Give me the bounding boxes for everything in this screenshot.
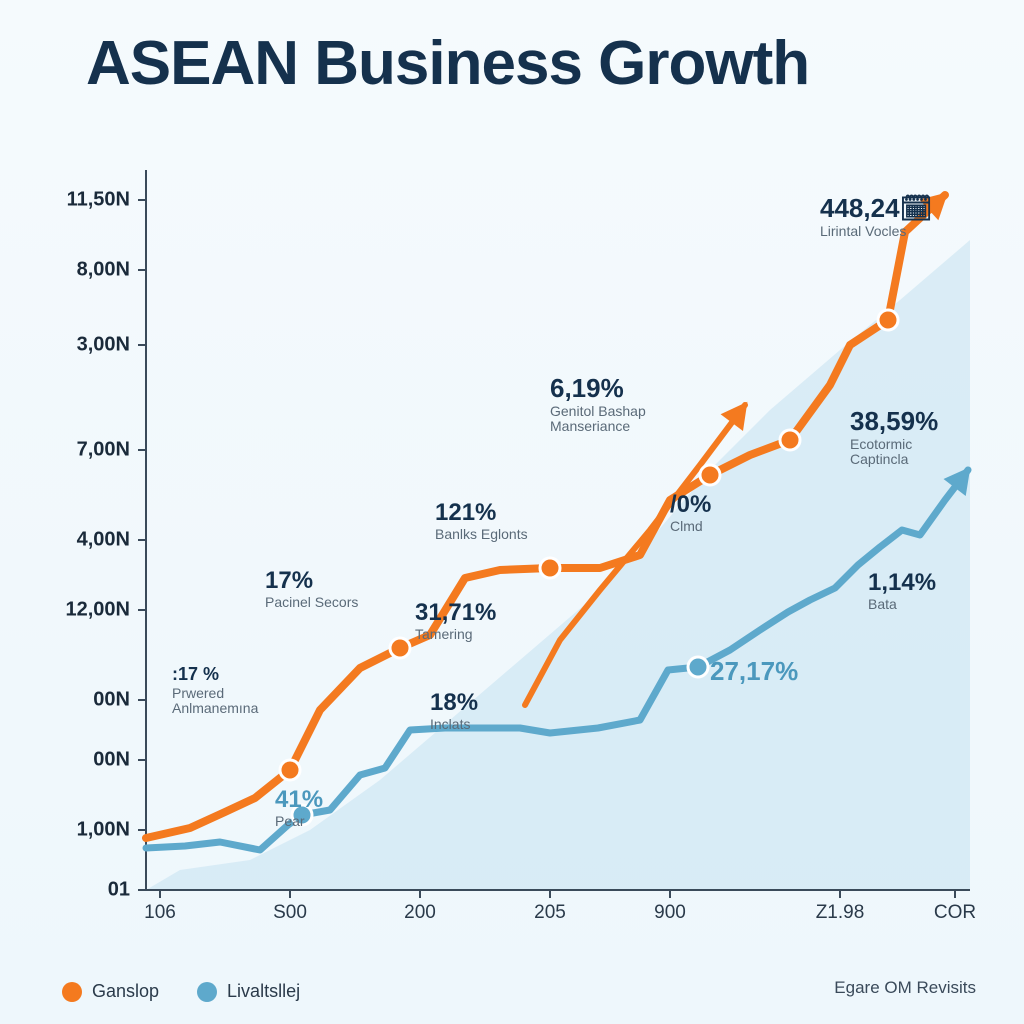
chart-svg — [50, 170, 990, 940]
legend-label: Ganslop — [92, 981, 159, 1002]
x-tick-label: 900 — [654, 902, 686, 945]
y-tick-label: 3,00N — [50, 334, 130, 357]
legend-dot — [197, 982, 217, 1002]
legend-item: Ganslop — [62, 981, 159, 1002]
x-tick-label: 106 — [144, 902, 176, 945]
y-tick-label: 4,00N — [50, 529, 130, 552]
y-tick-label: 1,00N — [50, 819, 130, 842]
y-tick-label: 00N — [50, 689, 130, 712]
y-tick-label: 8,00N — [50, 259, 130, 282]
y-tick-label: 00N — [50, 749, 130, 772]
x-tick-label: COR — [934, 902, 976, 945]
y-tick-label: 12,00N — [50, 599, 130, 622]
y-tick-label: 11,50N — [50, 189, 130, 212]
legend: Ganslop Livaltsllej — [62, 981, 300, 1002]
y-tick-label: 7,00N — [50, 439, 130, 462]
chart-area: 11,50N 8,00N 3,00N 7,00N 4,00N 12,00N 00N 00N 1,… — [50, 170, 990, 940]
x-tick-label: S00 — [273, 902, 307, 945]
x-tick-label: 205 — [534, 902, 566, 945]
x-tick-label: Z1.98 — [816, 902, 865, 945]
legend-label: Livaltsllej — [227, 981, 300, 1002]
y-tick-label: 01 — [50, 879, 130, 902]
legend-item: Livaltsllej — [197, 981, 300, 1002]
chart-title: ASEAN Business Growth — [86, 28, 809, 99]
source-text: Egare OM Revisits — [834, 978, 976, 998]
legend-dot — [62, 982, 82, 1002]
x-tick-label: 200 — [404, 902, 436, 945]
